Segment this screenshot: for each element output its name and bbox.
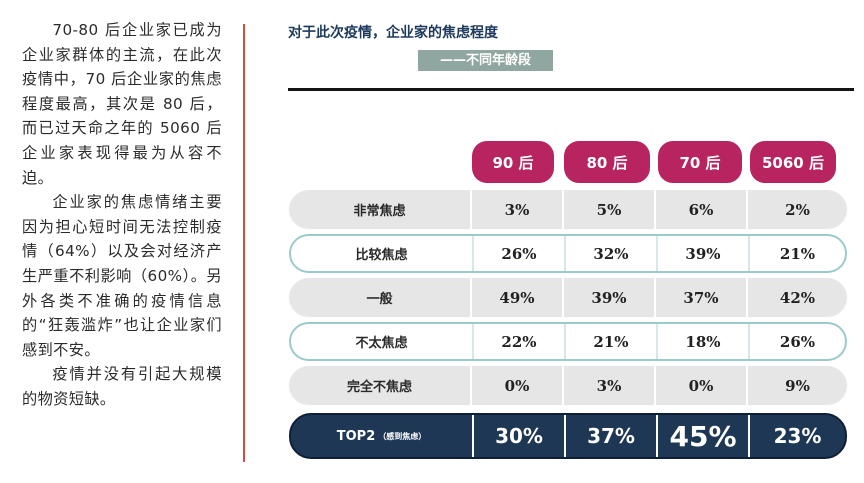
table-cell: 39%: [656, 236, 748, 271]
table-cell: 3%: [562, 366, 654, 405]
row-label: 比较焦虑: [355, 248, 408, 263]
table-cell-highlight: 45%: [656, 415, 748, 457]
table-cell: 26%: [748, 324, 845, 359]
table-cell: 0%: [654, 366, 746, 405]
row-label: 完全不焦虑: [346, 380, 412, 395]
header-rule: [288, 88, 854, 91]
row-label: 不太焦虑: [355, 336, 408, 351]
top2-label: TOP2: [336, 428, 376, 444]
table-row: 不太焦虑 22% 21% 18% 26%: [289, 322, 847, 361]
table-row: 完全不焦虑 0% 3% 0% 9%: [289, 366, 847, 405]
table-row: 比较焦虑 26% 32% 39% 21%: [289, 234, 847, 273]
table-cell: 30%: [472, 415, 564, 457]
table-cell: 37%: [654, 278, 746, 317]
table-cell: 21%: [564, 324, 656, 359]
top2-total-row: TOP2 （感到焦虑） 30% 37% 45% 23%: [289, 413, 847, 459]
row-label: TOP2 （感到焦虑）: [291, 415, 472, 457]
chart-title: 对于此次疫情，企业家的焦虑程度: [288, 25, 498, 41]
vertical-divider: [243, 24, 245, 462]
paragraph: 疫情并没有引起大规模的物资短缺。: [22, 365, 222, 408]
table-cell: 6%: [654, 190, 746, 229]
table-cell: 3%: [470, 190, 562, 229]
table-cell: 18%: [656, 324, 748, 359]
table-cell: 0%: [470, 366, 562, 405]
body-text: 70-80 后企业家已成为企业家群体的主流，在此次疫情中，70 后企业家的焦虑程…: [22, 18, 222, 412]
column-header-5060: 5060 后: [750, 141, 836, 183]
table-cell: 23%: [748, 415, 845, 457]
table-cell: 32%: [564, 236, 656, 271]
row-label: 非常焦虑: [353, 204, 406, 219]
table-cell: 39%: [562, 278, 654, 317]
top2-label-note: （感到焦虑）: [378, 431, 427, 441]
table-row: 非常焦虑 3% 5% 6% 2%: [289, 190, 847, 229]
table-cell: 9%: [746, 366, 847, 405]
column-header-80: 80 后: [564, 141, 650, 183]
chart-subtitle: ——不同年龄段: [418, 50, 553, 71]
table-cell: 22%: [472, 324, 564, 359]
table-row: 一般 49% 39% 37% 42%: [289, 278, 847, 317]
paragraph: 70-80 后企业家已成为企业家群体的主流，在此次疫情中，70 后企业家的焦虑程…: [22, 21, 222, 187]
table-cell: 5%: [562, 190, 654, 229]
table-cell: 26%: [472, 236, 564, 271]
table-cell: 21%: [748, 236, 845, 271]
table-cell: 42%: [746, 278, 847, 317]
row-label: 一般: [366, 292, 393, 307]
table-cell: 49%: [470, 278, 562, 317]
table-cell: 37%: [564, 415, 656, 457]
column-header-90: 90 后: [472, 141, 554, 183]
paragraph: 企业家的焦虑情绪主要因为担心短时间无法控制疫情（64%）以及会对经济产生严重不利…: [22, 193, 222, 359]
column-header-70: 70 后: [658, 141, 742, 183]
table-cell: 2%: [746, 190, 847, 229]
